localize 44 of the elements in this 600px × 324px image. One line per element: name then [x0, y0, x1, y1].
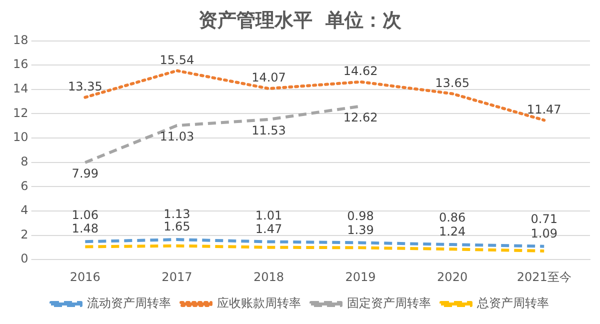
data-label: 1.47	[255, 222, 282, 236]
data-label: 11.47	[526, 102, 562, 116]
data-label: 1.48	[72, 222, 99, 236]
data-label: 14.07	[252, 70, 286, 85]
x-tick-label: 2019	[345, 270, 376, 284]
line-series	[84, 238, 546, 248]
data-label: 14.62	[343, 64, 378, 78]
x-tick-label: 2017	[162, 270, 192, 284]
y-tick-label: 8	[20, 154, 28, 168]
y-tick-label: 12	[12, 106, 28, 120]
legend-label: 流动资产周转率	[87, 296, 171, 310]
data-label: 11.53	[252, 124, 286, 138]
data-label: 0.86	[438, 210, 466, 224]
data-label: 0.71	[530, 212, 558, 226]
data-label: 1.06	[72, 208, 99, 222]
data-label: 15.54	[160, 52, 194, 67]
data-label: 12.62	[343, 110, 378, 124]
data-label: 11.03	[160, 130, 194, 144]
data-label: 0.98	[347, 208, 374, 223]
y-tick-label: 6	[20, 178, 28, 193]
y-tick-label: 0	[20, 252, 28, 266]
data-label: 7.99	[72, 166, 99, 181]
data-label: 13.65	[435, 76, 470, 90]
x-tick-label: 2021至今	[516, 270, 572, 284]
y-tick-label: 16	[12, 57, 28, 72]
legend-label: 固定资产周转率	[347, 296, 431, 310]
legend-label: 总资产周转率	[476, 296, 549, 310]
data-label: 1.24	[438, 224, 466, 239]
data-label: 1.65	[164, 220, 190, 234]
y-tick-label: 4	[20, 203, 28, 218]
y-tick-label: 2	[20, 227, 28, 242]
y-tick-label: 10	[12, 130, 28, 144]
chart-title: 资产管理水平 单位：次	[198, 9, 403, 32]
y-tick-label: 18	[12, 32, 28, 47]
data-label: 1.01	[255, 208, 282, 222]
data-label: 1.39	[347, 222, 374, 237]
legend-label: 应收账款周转率	[217, 296, 301, 310]
data-label: 13.35	[68, 79, 102, 94]
data-label: 1.13	[164, 206, 190, 221]
y-tick-label: 14	[12, 82, 28, 96]
x-tick-label: 2016	[70, 270, 100, 284]
x-tick-label: 2018	[253, 270, 284, 284]
x-tick-label: 2020	[437, 270, 468, 284]
data-label: 1.09	[530, 226, 558, 240]
